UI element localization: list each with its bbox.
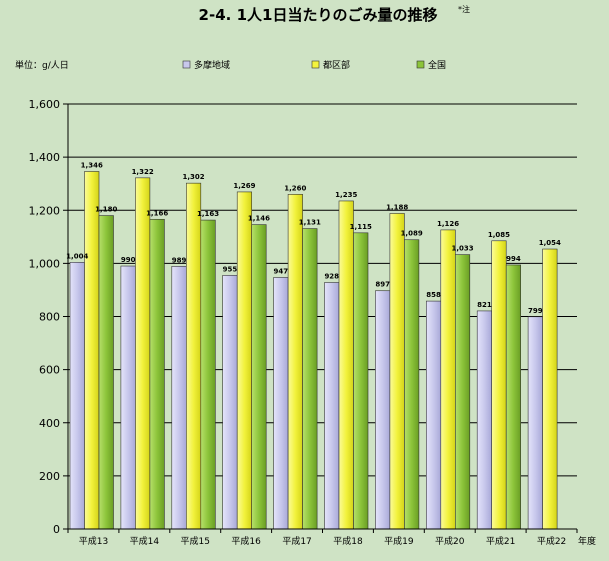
legend-label: 多摩地域: [194, 59, 230, 71]
data-label: 1,180: [95, 206, 117, 214]
bar: [338, 200, 354, 530]
y-tick-label: 1,200: [29, 204, 61, 217]
y-tick-label: 800: [39, 311, 60, 324]
data-labels: 1,004 1,346 1,180 990 1,322 1,166 989 1,302 1,16…: [66, 161, 561, 314]
bar: [505, 264, 522, 530]
bar: [251, 224, 267, 530]
x-tick-label: 平成15: [181, 535, 210, 547]
y-tick-label: 200: [39, 470, 60, 483]
bar: [425, 300, 442, 530]
bar: [375, 290, 391, 530]
bar: [171, 265, 187, 530]
legend-label: 全国: [428, 59, 446, 71]
x-tick-label: 平成21: [486, 535, 515, 547]
bar: [454, 254, 471, 530]
data-label: 1,260: [284, 184, 306, 192]
bar: [302, 228, 318, 530]
data-label: 1,166: [146, 209, 168, 217]
y-tick-label: 400: [39, 417, 60, 430]
bar: [236, 191, 252, 530]
bar: [353, 232, 369, 530]
data-label: 1,126: [437, 220, 459, 228]
data-label: 858: [426, 291, 441, 299]
x-tick-label: 平成14: [130, 535, 160, 547]
data-label: 1,054: [539, 239, 561, 247]
bar: [287, 194, 303, 530]
data-label: 1,131: [299, 219, 321, 227]
title-note: *注: [458, 4, 470, 14]
y-axis-ticks: 0 200 400 600 800 1,000 1,200 1,400 1,600: [29, 98, 68, 536]
data-label: 1,346: [81, 161, 103, 169]
data-label: 1,089: [401, 230, 423, 238]
data-label: 1,302: [182, 173, 204, 181]
data-label: 1,085: [488, 231, 510, 239]
bar: [186, 182, 202, 530]
y-tick-label: 1,600: [29, 98, 61, 111]
bar: [222, 275, 238, 530]
legend-swatch: [416, 60, 425, 69]
y-tick-label: 0: [53, 523, 60, 536]
x-tick-label: 平成13: [79, 535, 108, 547]
bar: [476, 310, 493, 530]
y-tick-label: 600: [39, 364, 60, 377]
y-axis-label: 単位：g/人日: [15, 59, 69, 71]
y-tick-label: 1,000: [29, 257, 61, 270]
y-tick-label: 1,400: [29, 151, 61, 164]
bar: [324, 282, 340, 530]
data-label: 1,269: [233, 182, 255, 190]
data-label: 1,188: [386, 203, 408, 211]
bar: [69, 262, 85, 530]
data-label: 994: [506, 255, 521, 263]
data-label: 928: [324, 273, 339, 281]
data-label: 1,004: [66, 252, 88, 260]
bar: [200, 219, 216, 530]
legend-swatch: [182, 60, 191, 69]
bar: [389, 213, 405, 530]
bar: [440, 229, 456, 530]
bar: [491, 240, 507, 530]
x-tick-label: 平成20: [435, 535, 465, 547]
x-tick-label: 平成17: [282, 535, 311, 547]
bar: [135, 177, 151, 530]
data-label: 1,146: [248, 215, 270, 223]
bar: [149, 218, 165, 530]
data-label: 1,033: [451, 245, 473, 253]
bar: [404, 239, 420, 530]
data-label: 989: [172, 256, 187, 264]
bar: [527, 316, 543, 530]
data-label: 1,322: [132, 168, 154, 176]
data-label: 821: [477, 301, 492, 309]
x-tick-label: 平成16: [231, 535, 261, 547]
x-axis-ticks: 平成13 平成14 平成15 平成16 平成17 平成18 平成19 平成20 平成21 平成22: [67, 529, 578, 547]
bar: [120, 265, 136, 530]
data-label: 947: [274, 267, 289, 275]
x-tick-label: 平成19: [384, 535, 414, 547]
data-label: 990: [121, 256, 136, 264]
bar: [273, 277, 289, 530]
chart-title: 2-4. 1人1日当たりのごみ量の推移: [199, 6, 438, 24]
data-label: 1,235: [335, 191, 357, 199]
x-tick-label: 平成22: [537, 535, 566, 547]
bar: [542, 248, 558, 530]
data-label: 1,163: [197, 210, 219, 218]
legend-label: 都区部: [323, 59, 350, 71]
bar: [84, 171, 100, 530]
data-label: 897: [375, 281, 390, 289]
data-label: 799: [528, 307, 543, 315]
legend: 多摩地域 都区部 全国: [182, 59, 446, 71]
data-label: 955: [223, 265, 238, 273]
x-axis-label: 年度: [578, 535, 596, 547]
data-label: 1,115: [350, 223, 372, 231]
x-tick-label: 平成18: [333, 535, 363, 547]
bar: [98, 215, 114, 530]
legend-swatch: [311, 60, 320, 69]
